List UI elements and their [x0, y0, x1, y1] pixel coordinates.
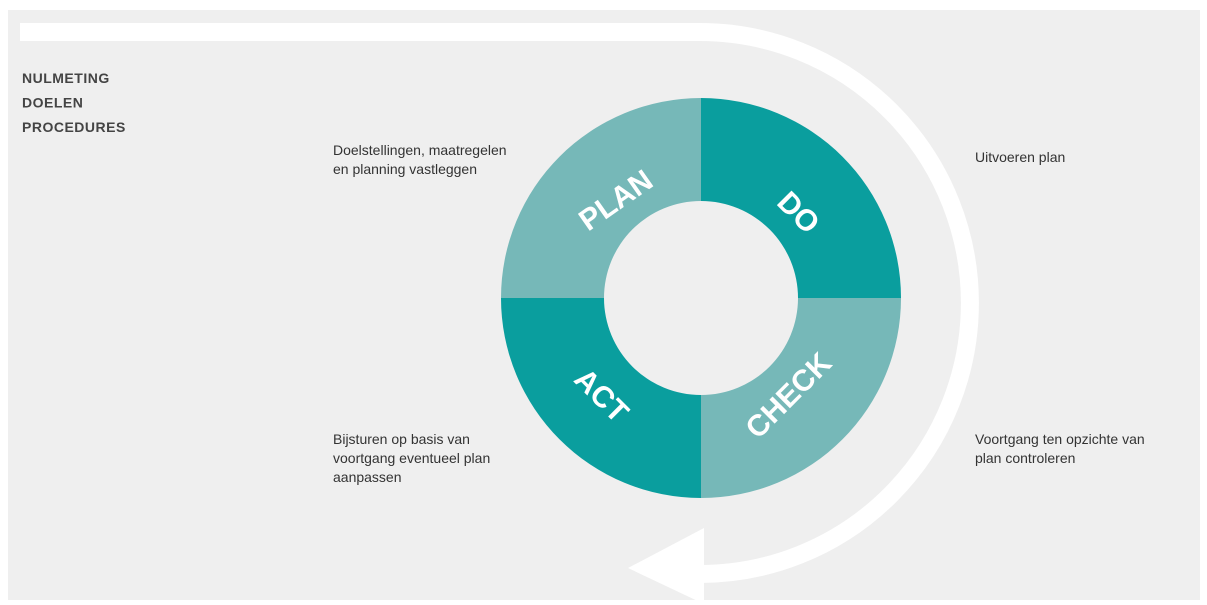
check-segment: [701, 298, 901, 498]
arrow-head: [628, 528, 704, 604]
arrow-arc: [699, 23, 979, 583]
phase-description: Voortgang ten opzichte van: [975, 431, 1145, 447]
phase-description: aanpassen: [333, 469, 402, 485]
act-segment: [501, 298, 701, 498]
arrow-bar: [20, 23, 702, 41]
header-line: DOELEN: [22, 95, 83, 111]
do-segment: [701, 98, 901, 298]
texts: NULMETING DOELEN PROCEDURES Doelstellingen,…: [22, 70, 1145, 485]
cycle-arrow: [20, 23, 979, 604]
phase-description: plan controleren: [975, 450, 1075, 466]
phase-description: Bijsturen op basis van: [333, 431, 470, 447]
phase-description: Uitvoeren plan: [975, 149, 1065, 165]
phase-description: voortgang eventueel plan: [333, 450, 490, 466]
header-line: NULMETING: [22, 70, 110, 86]
plan-segment: [501, 98, 701, 298]
phase-description: Doelstellingen, maatregelen: [333, 142, 507, 158]
phase-description: en planning vastleggen: [333, 161, 477, 177]
header-line: PROCEDURES: [22, 119, 126, 135]
